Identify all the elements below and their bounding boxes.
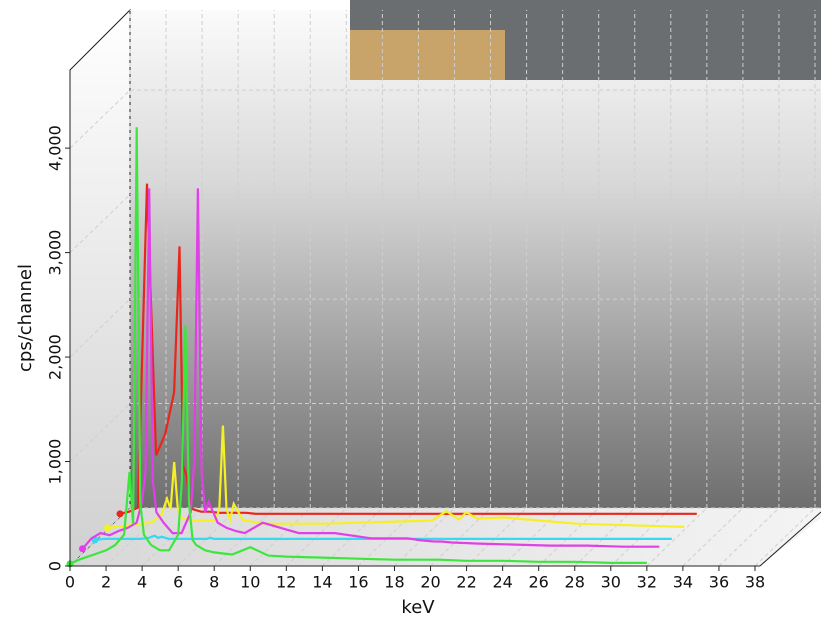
x-tick-label: 16 [348, 573, 368, 592]
x-tick-label: 0 [65, 573, 75, 592]
x-tick-label: 8 [209, 573, 219, 592]
x-tick-label: 10 [240, 573, 260, 592]
series-start [117, 510, 124, 517]
photo-wood [350, 30, 505, 80]
y-tick-label: 0 [46, 561, 65, 571]
x-tick-label: 4 [137, 573, 147, 592]
y-tick-label: 1,000 [46, 439, 65, 485]
x-tick-label: 20 [420, 573, 440, 592]
y-tick-label: 4,000 [46, 125, 65, 171]
y-tick-label: 2,000 [46, 334, 65, 380]
x-tick-label: 28 [565, 573, 585, 592]
x-tick-label: 6 [173, 573, 183, 592]
x-tick-label: 22 [456, 573, 476, 592]
series-start [79, 545, 86, 552]
side-wall [70, 10, 130, 566]
x-axis-title: keV [401, 597, 435, 618]
x-tick-label: 30 [601, 573, 621, 592]
x-tick-label: 14 [312, 573, 332, 592]
x-tick-label: 38 [745, 573, 765, 592]
chart: keV cps/channel 024681012141618202224262… [0, 0, 821, 626]
y-axis-title: cps/channel [15, 264, 36, 372]
x-tick-label: 2 [101, 573, 111, 592]
x-tick-label: 18 [384, 573, 404, 592]
x-tick-label: 24 [492, 573, 512, 592]
x-tick-label: 26 [529, 573, 549, 592]
x-tick-label: 36 [709, 573, 729, 592]
x-tick-label: 32 [637, 573, 657, 592]
y-tick-label: 3,000 [46, 230, 65, 276]
x-tick-label: 12 [276, 573, 296, 592]
series-start [104, 524, 111, 531]
x-tick-label: 34 [673, 573, 693, 592]
back-wall [130, 10, 821, 508]
